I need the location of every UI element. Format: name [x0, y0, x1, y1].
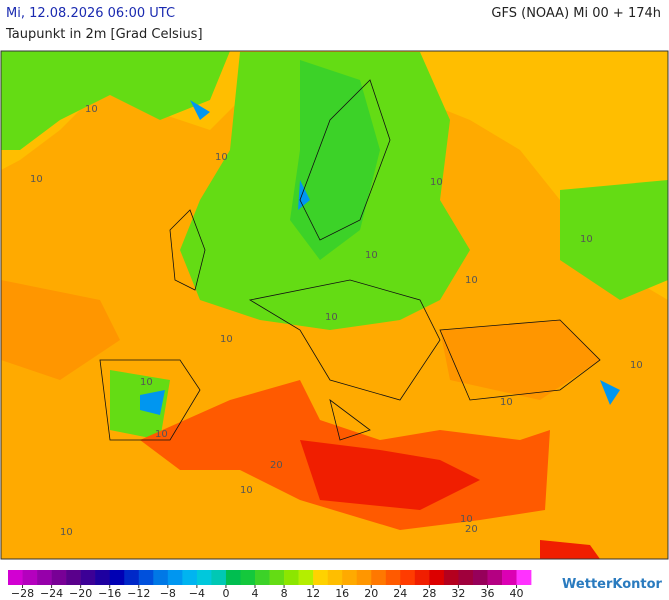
contour-label: 10 [325, 312, 338, 323]
contour-label: 10 [155, 429, 168, 440]
color-legend: −28 −24 −20 −16 −12 −8 −4 0 4 8 12 16 20 24 28 32 36 40 [8, 570, 532, 600]
legend-tick-label: −4 [189, 587, 205, 600]
coastlines [99, 79, 601, 441]
legend-tick-label: 40 [510, 587, 524, 600]
legend-swatch [487, 570, 503, 585]
zone-scandinavia [290, 60, 380, 260]
legend-swatch [95, 570, 111, 585]
legend-swatch [284, 570, 299, 585]
legend-tick-label: −8 [160, 587, 176, 600]
legend-tick-label: 4 [252, 587, 259, 600]
legend-swatch [167, 570, 183, 585]
legend-tick-label: 24 [393, 587, 407, 600]
legend-swatch [153, 570, 169, 585]
model-run: GFS (NOAA) Mi 00 + 174h [491, 6, 661, 21]
contour-label: 10 [215, 152, 228, 163]
zone-mediterranean-core [300, 440, 480, 510]
legend-tick-label: 12 [306, 587, 320, 600]
contour-label: 10 [365, 250, 378, 261]
contour-label: 10 [140, 377, 153, 388]
legend-tick-label: 0 [222, 587, 229, 600]
zone-black-sea [440, 320, 600, 400]
contour-label: 10 [460, 514, 473, 525]
legend-tick-label: 8 [281, 587, 288, 600]
zone-east [560, 180, 668, 300]
forecast-time: Mi, 12.08.2026 06:00 UTC [6, 6, 176, 21]
legend-swatch [51, 570, 67, 585]
contour-label: 10 [630, 360, 643, 371]
legend-swatch [37, 570, 52, 585]
legend-swatch [80, 570, 96, 585]
legend-swatch [109, 570, 125, 585]
legend-tick-label: 36 [480, 587, 494, 600]
legend-swatch [327, 570, 343, 585]
legend-tick-label: −28 [11, 587, 34, 600]
contour-label: 20 [270, 460, 283, 471]
legend-tick-label: −12 [127, 587, 150, 600]
legend-tick-label: 32 [451, 587, 465, 600]
contour-label: 10 [85, 104, 98, 115]
legend-swatch [298, 570, 314, 585]
legend-swatch [385, 570, 401, 585]
legend-swatch [356, 570, 372, 585]
legend-swatch [371, 570, 387, 585]
legend-swatch [502, 570, 517, 585]
contour-label: 10 [60, 527, 73, 538]
legend-swatch [443, 570, 459, 585]
legend-tick-label: −16 [98, 587, 121, 600]
contour-label: 20 [465, 524, 478, 535]
legend-swatch [138, 570, 154, 585]
legend-swatch [8, 570, 23, 585]
legend-swatch [342, 570, 358, 585]
legend-swatch [255, 570, 270, 585]
legend-swatch [182, 570, 198, 585]
parameter-title: Taupunkt in 2m [Grad Celsius] [6, 27, 203, 42]
legend-tick-label: −24 [40, 587, 63, 600]
contour-label: 10 [465, 275, 478, 286]
legend-swatch [472, 570, 488, 585]
contour-label: 10 [30, 174, 43, 185]
contour-label: 10 [430, 177, 443, 188]
contour-label: 10 [220, 334, 233, 345]
contour-label: 10 [580, 234, 593, 245]
legend-swatch [429, 570, 445, 585]
legend-swatch [400, 570, 416, 585]
legend-swatch [313, 570, 328, 585]
legend-swatch [196, 570, 212, 585]
legend-swatch [516, 570, 532, 585]
brand: WetterKontor [562, 577, 663, 592]
contour-label: 10 [500, 397, 513, 408]
zone-orange-atlantic [1, 280, 120, 380]
legend-swatch [22, 570, 38, 585]
legend-tick-label: 20 [364, 587, 378, 600]
legend-swatch [458, 570, 474, 585]
legend-swatch [124, 570, 140, 585]
legend-swatch [240, 570, 256, 585]
map [0, 50, 669, 560]
legend-tick-label: 28 [422, 587, 436, 600]
legend-swatch [66, 570, 81, 585]
contour-label: 10 [240, 485, 253, 496]
legend-swatch [269, 570, 285, 585]
zone-green-atlantic [1, 51, 230, 150]
legend-tick-label: 16 [335, 587, 349, 600]
map-frame [0, 50, 669, 560]
legend-tick-label: −20 [69, 587, 92, 600]
legend-swatch [414, 570, 430, 585]
zone-red-sea [540, 540, 600, 559]
legend-swatch [211, 570, 227, 585]
legend-swatch [225, 570, 241, 585]
